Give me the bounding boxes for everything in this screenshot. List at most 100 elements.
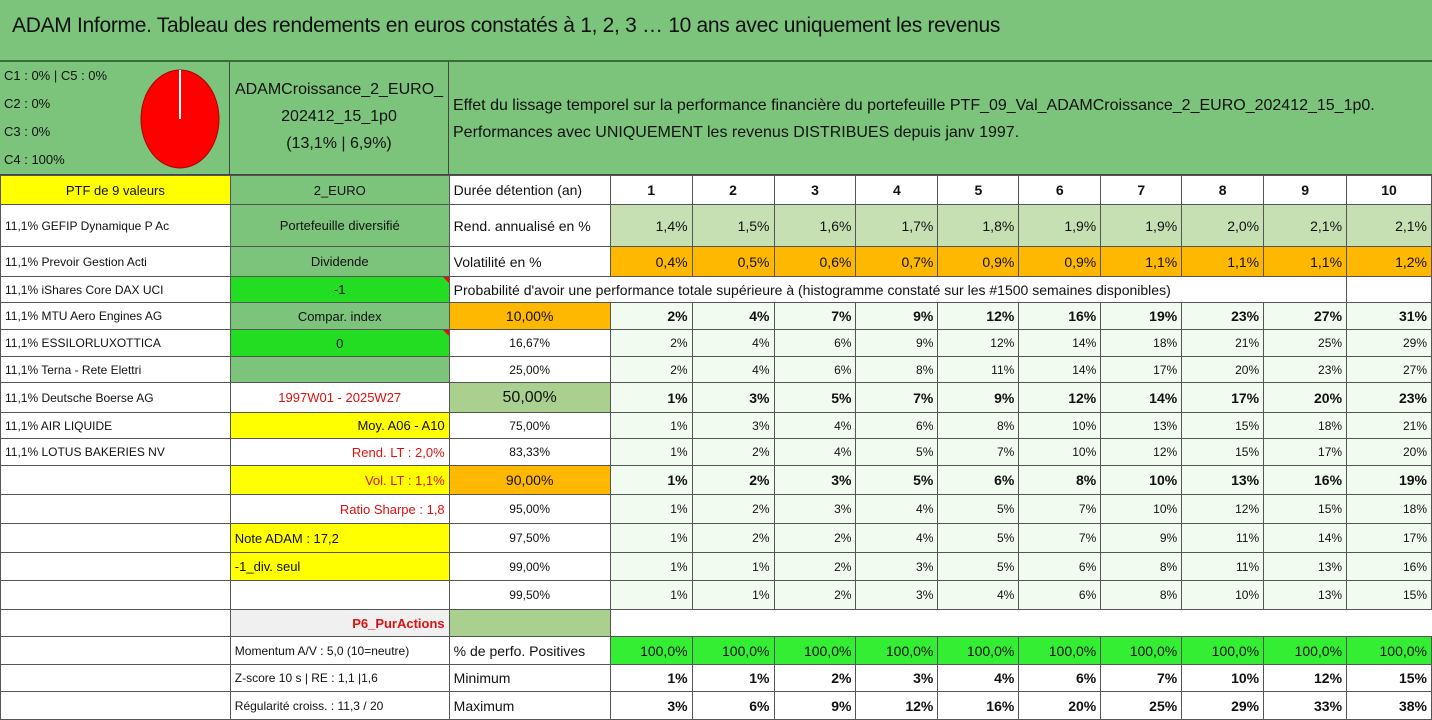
minimum-value: 2% — [773, 664, 857, 692]
probability-threshold: 97,50% — [448, 523, 611, 553]
pie-legend-line: C2 : 0% — [4, 96, 51, 111]
header-row: PTF de 9 valeurs 2_EURO Durée détention (a… — [0, 175, 1432, 205]
probability-value: 15% — [1346, 580, 1432, 610]
probability-value: 27% — [1263, 302, 1348, 330]
portfolio-name-line1: ADAMCroissance_2_EURO_ — [234, 81, 444, 98]
probability-value: 12% — [937, 302, 1020, 330]
probability-value: 10% — [1018, 438, 1102, 466]
holding-item: 11,1% Terna - Rete Elettri — [0, 356, 231, 383]
empty-cell — [0, 609, 231, 637]
probability-threshold: 10,00% — [448, 302, 611, 330]
probability-value: 17% — [1346, 523, 1432, 553]
empty-cell — [1181, 609, 1264, 637]
side-info-cell: Moy. A06 - A10 — [229, 412, 450, 439]
probability-row: 99,50% 1% 1% 2% 3% 4% 6% 8% 10% 13% 15% — [0, 580, 1432, 610]
probability-value: 10% — [1100, 465, 1183, 495]
holding-item: 11,1% Prevoir Gestion Acti — [0, 246, 231, 277]
probability-threshold: 50,00% — [448, 382, 611, 413]
probability-value: 6% — [1018, 580, 1102, 610]
pie-legend-line: C4 : 100% — [4, 152, 65, 167]
empty-cell — [229, 356, 450, 383]
probability-threshold: 25,00% — [448, 356, 611, 383]
year-header: 7 — [1100, 175, 1183, 205]
probability-value: 4% — [691, 302, 775, 330]
holding-item: 11,1% GEFIP Dynamique P Ac — [0, 204, 231, 247]
empty-cell — [0, 636, 231, 665]
probability-value: 9% — [937, 382, 1020, 413]
probability-value: 1% — [609, 523, 693, 553]
probability-threshold: 99,00% — [448, 552, 611, 581]
vol-row: 11,1% Prevoir Gestion Acti Dividende Volat… — [0, 246, 1432, 277]
probability-value: 17% — [1100, 356, 1183, 383]
year-header: 2 — [691, 175, 775, 205]
probability-value: 10% — [1100, 494, 1183, 524]
empty-cell — [1346, 609, 1432, 637]
probability-value: 4% — [937, 580, 1020, 610]
empty-cell — [0, 494, 231, 524]
probability-value: 10% — [1181, 580, 1265, 610]
probability-value: 23% — [1181, 302, 1265, 330]
probability-threshold: 83,33% — [448, 438, 611, 466]
side-info-cell: Rend. LT : 2,0% — [229, 438, 450, 466]
probability-title: Probabilité d'avoir une performance tota… — [448, 276, 1348, 303]
side-info-cell: -1_div. seul — [229, 552, 450, 581]
probability-value: 21% — [1346, 412, 1432, 439]
positives-label: % de perfo. Positives — [448, 636, 611, 665]
allocation-pie-chart — [140, 69, 220, 169]
minimum-label: Minimum — [448, 664, 611, 692]
probability-value: 12% — [1100, 438, 1183, 466]
probability-value: 13% — [1263, 580, 1348, 610]
probability-value: 6% — [773, 356, 857, 383]
vol-value: 0,4% — [609, 246, 693, 277]
probability-value: 3% — [691, 412, 775, 439]
maximum-value: 6% — [691, 691, 775, 720]
probability-value: 5% — [855, 465, 939, 495]
zscore-info: Z-score 10 s | RE : 1,1 |1,6 — [229, 664, 450, 692]
year-header: 9 — [1263, 175, 1348, 205]
vol-value: 1,1% — [1100, 246, 1183, 277]
minimum-value: 12% — [1263, 664, 1348, 692]
probability-value: 7% — [1018, 523, 1102, 553]
year-header: 10 — [1346, 175, 1432, 205]
momentum-info: Momentum A/V : 5,0 (10=neutre) — [229, 636, 450, 665]
maximum-row: Régularité croiss. : 11,3 / 20 Maximum 3% 6… — [0, 691, 1432, 720]
side-info-cell: 1997W01 - 2025W27 — [229, 382, 450, 413]
probability-value: 1% — [609, 412, 693, 439]
vol-value: 0,6% — [773, 246, 857, 277]
empty-cell — [229, 580, 450, 610]
empty-cell — [1263, 609, 1347, 637]
probability-value: 7% — [1018, 494, 1102, 524]
probability-value: 7% — [773, 302, 857, 330]
probability-value: 12% — [1181, 494, 1265, 524]
pie-legend-line: C1 : 0% | C5 : 0% — [4, 68, 108, 83]
probability-row: Note ADAM : 17,2 97,50% 1% 2% 2% 4% 5% 7% 9% 11% 1… — [0, 523, 1432, 553]
empty-cell — [0, 465, 231, 495]
probability-threshold: 16,67% — [448, 329, 611, 357]
probability-value: 6% — [773, 329, 857, 357]
rend-value: 1,8% — [937, 204, 1020, 247]
maximum-label: Maximum — [448, 691, 611, 720]
side-info-cell: Vol. LT : 1,1% — [229, 465, 450, 495]
maximum-value: 33% — [1263, 691, 1348, 720]
profile-label: P6_PurActions — [229, 609, 450, 637]
profile-row: P6_PurActions — [0, 609, 1432, 637]
probability-value: 6% — [937, 465, 1020, 495]
minimum-value: 10% — [1181, 664, 1265, 692]
minimum-value: 6% — [1018, 664, 1102, 692]
probability-row: 11,1% MTU Aero Engines AG Compar. index 10… — [0, 302, 1432, 330]
empty-cell — [937, 609, 1019, 637]
maximum-value: 3% — [609, 691, 693, 720]
probability-value: 1% — [609, 382, 693, 413]
probability-value: 27% — [1346, 356, 1432, 383]
probability-value: 3% — [855, 552, 939, 581]
minimum-value: 1% — [609, 664, 693, 692]
year-header: 1 — [609, 175, 693, 205]
vol-value: 1,2% — [1346, 246, 1432, 277]
probability-value: 14% — [1100, 382, 1183, 413]
probability-value: 4% — [855, 523, 939, 553]
positives-value: 100,0% — [937, 636, 1020, 665]
maximum-value: 12% — [855, 691, 939, 720]
minimum-value: 4% — [937, 664, 1020, 692]
probability-value: 2% — [691, 438, 775, 466]
probability-value: 8% — [855, 356, 939, 383]
